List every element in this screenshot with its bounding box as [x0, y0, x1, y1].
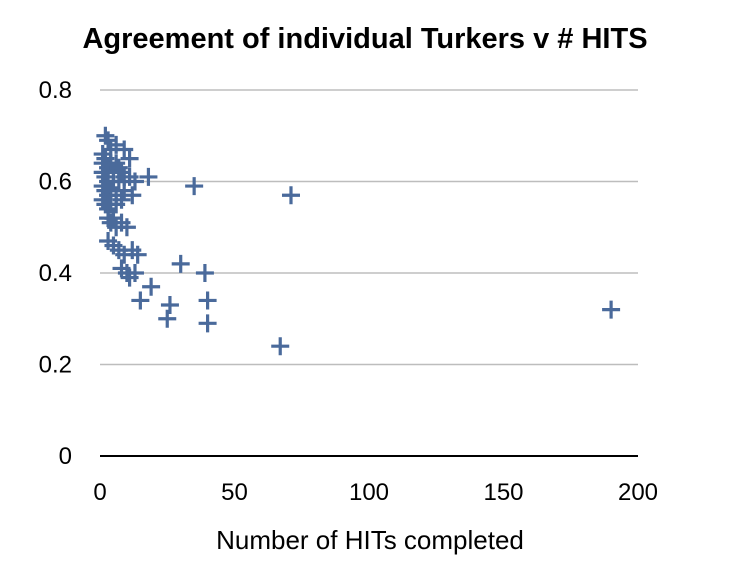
y-tick-label: 0.8	[39, 77, 72, 104]
x-tick-label: 150	[483, 479, 523, 506]
data-point	[123, 186, 142, 205]
data-point	[185, 177, 204, 196]
x-tick-label: 100	[349, 479, 389, 506]
y-tick-label: 0.6	[39, 169, 72, 196]
data-point	[195, 264, 214, 282]
data-point	[160, 296, 179, 315]
data-point	[271, 337, 290, 356]
data-point	[281, 186, 300, 205]
data-point	[131, 291, 150, 310]
data-point	[117, 218, 136, 237]
data-point	[112, 190, 131, 209]
data-point	[128, 245, 147, 264]
data-point	[120, 149, 139, 168]
x-axis-label: Number of HITs completed	[216, 525, 524, 555]
chart-title: Agreement of individual Turkers v # HITS	[82, 23, 647, 55]
data-point	[139, 167, 158, 186]
data-point	[125, 172, 144, 191]
data-point	[198, 314, 217, 333]
data-point	[158, 309, 177, 328]
data-point	[198, 291, 217, 310]
y-tick-label: 0	[59, 443, 72, 470]
data-point	[602, 300, 621, 319]
x-axis-ticks: 0 50 100 150 200	[93, 479, 658, 506]
y-axis-ticks: 0 0.2 0.4 0.6 0.8	[39, 77, 72, 470]
y-tick-label: 0.4	[39, 260, 72, 287]
y-tick-label: 0.2	[39, 352, 72, 379]
data-point	[142, 277, 161, 296]
data-point	[171, 254, 190, 273]
data-point	[115, 140, 134, 159]
x-tick-label: 50	[221, 479, 248, 506]
gridlines	[100, 89, 638, 366]
data-point	[125, 264, 144, 282]
data-points	[93, 126, 621, 356]
x-tick-label: 200	[618, 479, 658, 506]
x-tick-label: 0	[93, 479, 106, 506]
